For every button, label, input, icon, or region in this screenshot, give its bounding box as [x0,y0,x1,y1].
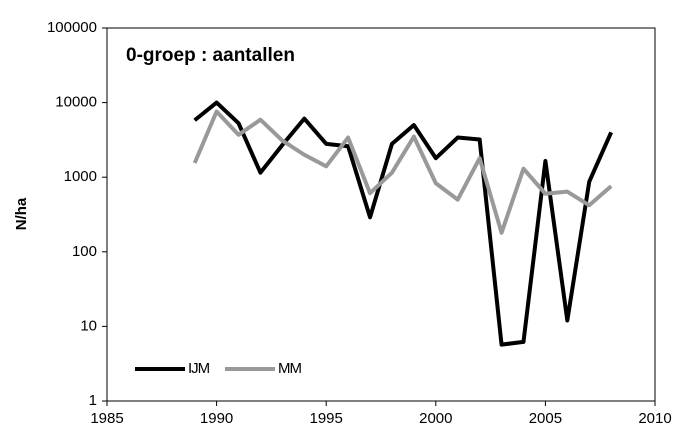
y-tick-label: 100000 [47,19,97,36]
y-tick-label: 100 [72,243,97,260]
x-tick-label: 2000 [419,410,452,427]
series-line [193,100,613,347]
x-tick-label: 2005 [529,410,562,427]
y-tick-label: 10 [80,317,97,334]
y-tick-label: 10000 [55,94,97,111]
y-tick-label: 1 [89,392,97,409]
chart-title: 0-groep : aantallen [126,45,295,66]
legend-label: IJM [188,360,210,377]
x-tick-label: 1985 [90,410,123,427]
series-line [192,109,613,235]
y-tick-label: 1000 [64,168,97,185]
x-tick-label: 1990 [200,410,233,427]
plot-frame [106,27,656,402]
x-tick-label: 1995 [310,410,343,427]
legend-label: MM [278,360,301,377]
x-tick-label: 2010 [638,410,671,427]
y-axis-label: N/ha [13,197,30,230]
